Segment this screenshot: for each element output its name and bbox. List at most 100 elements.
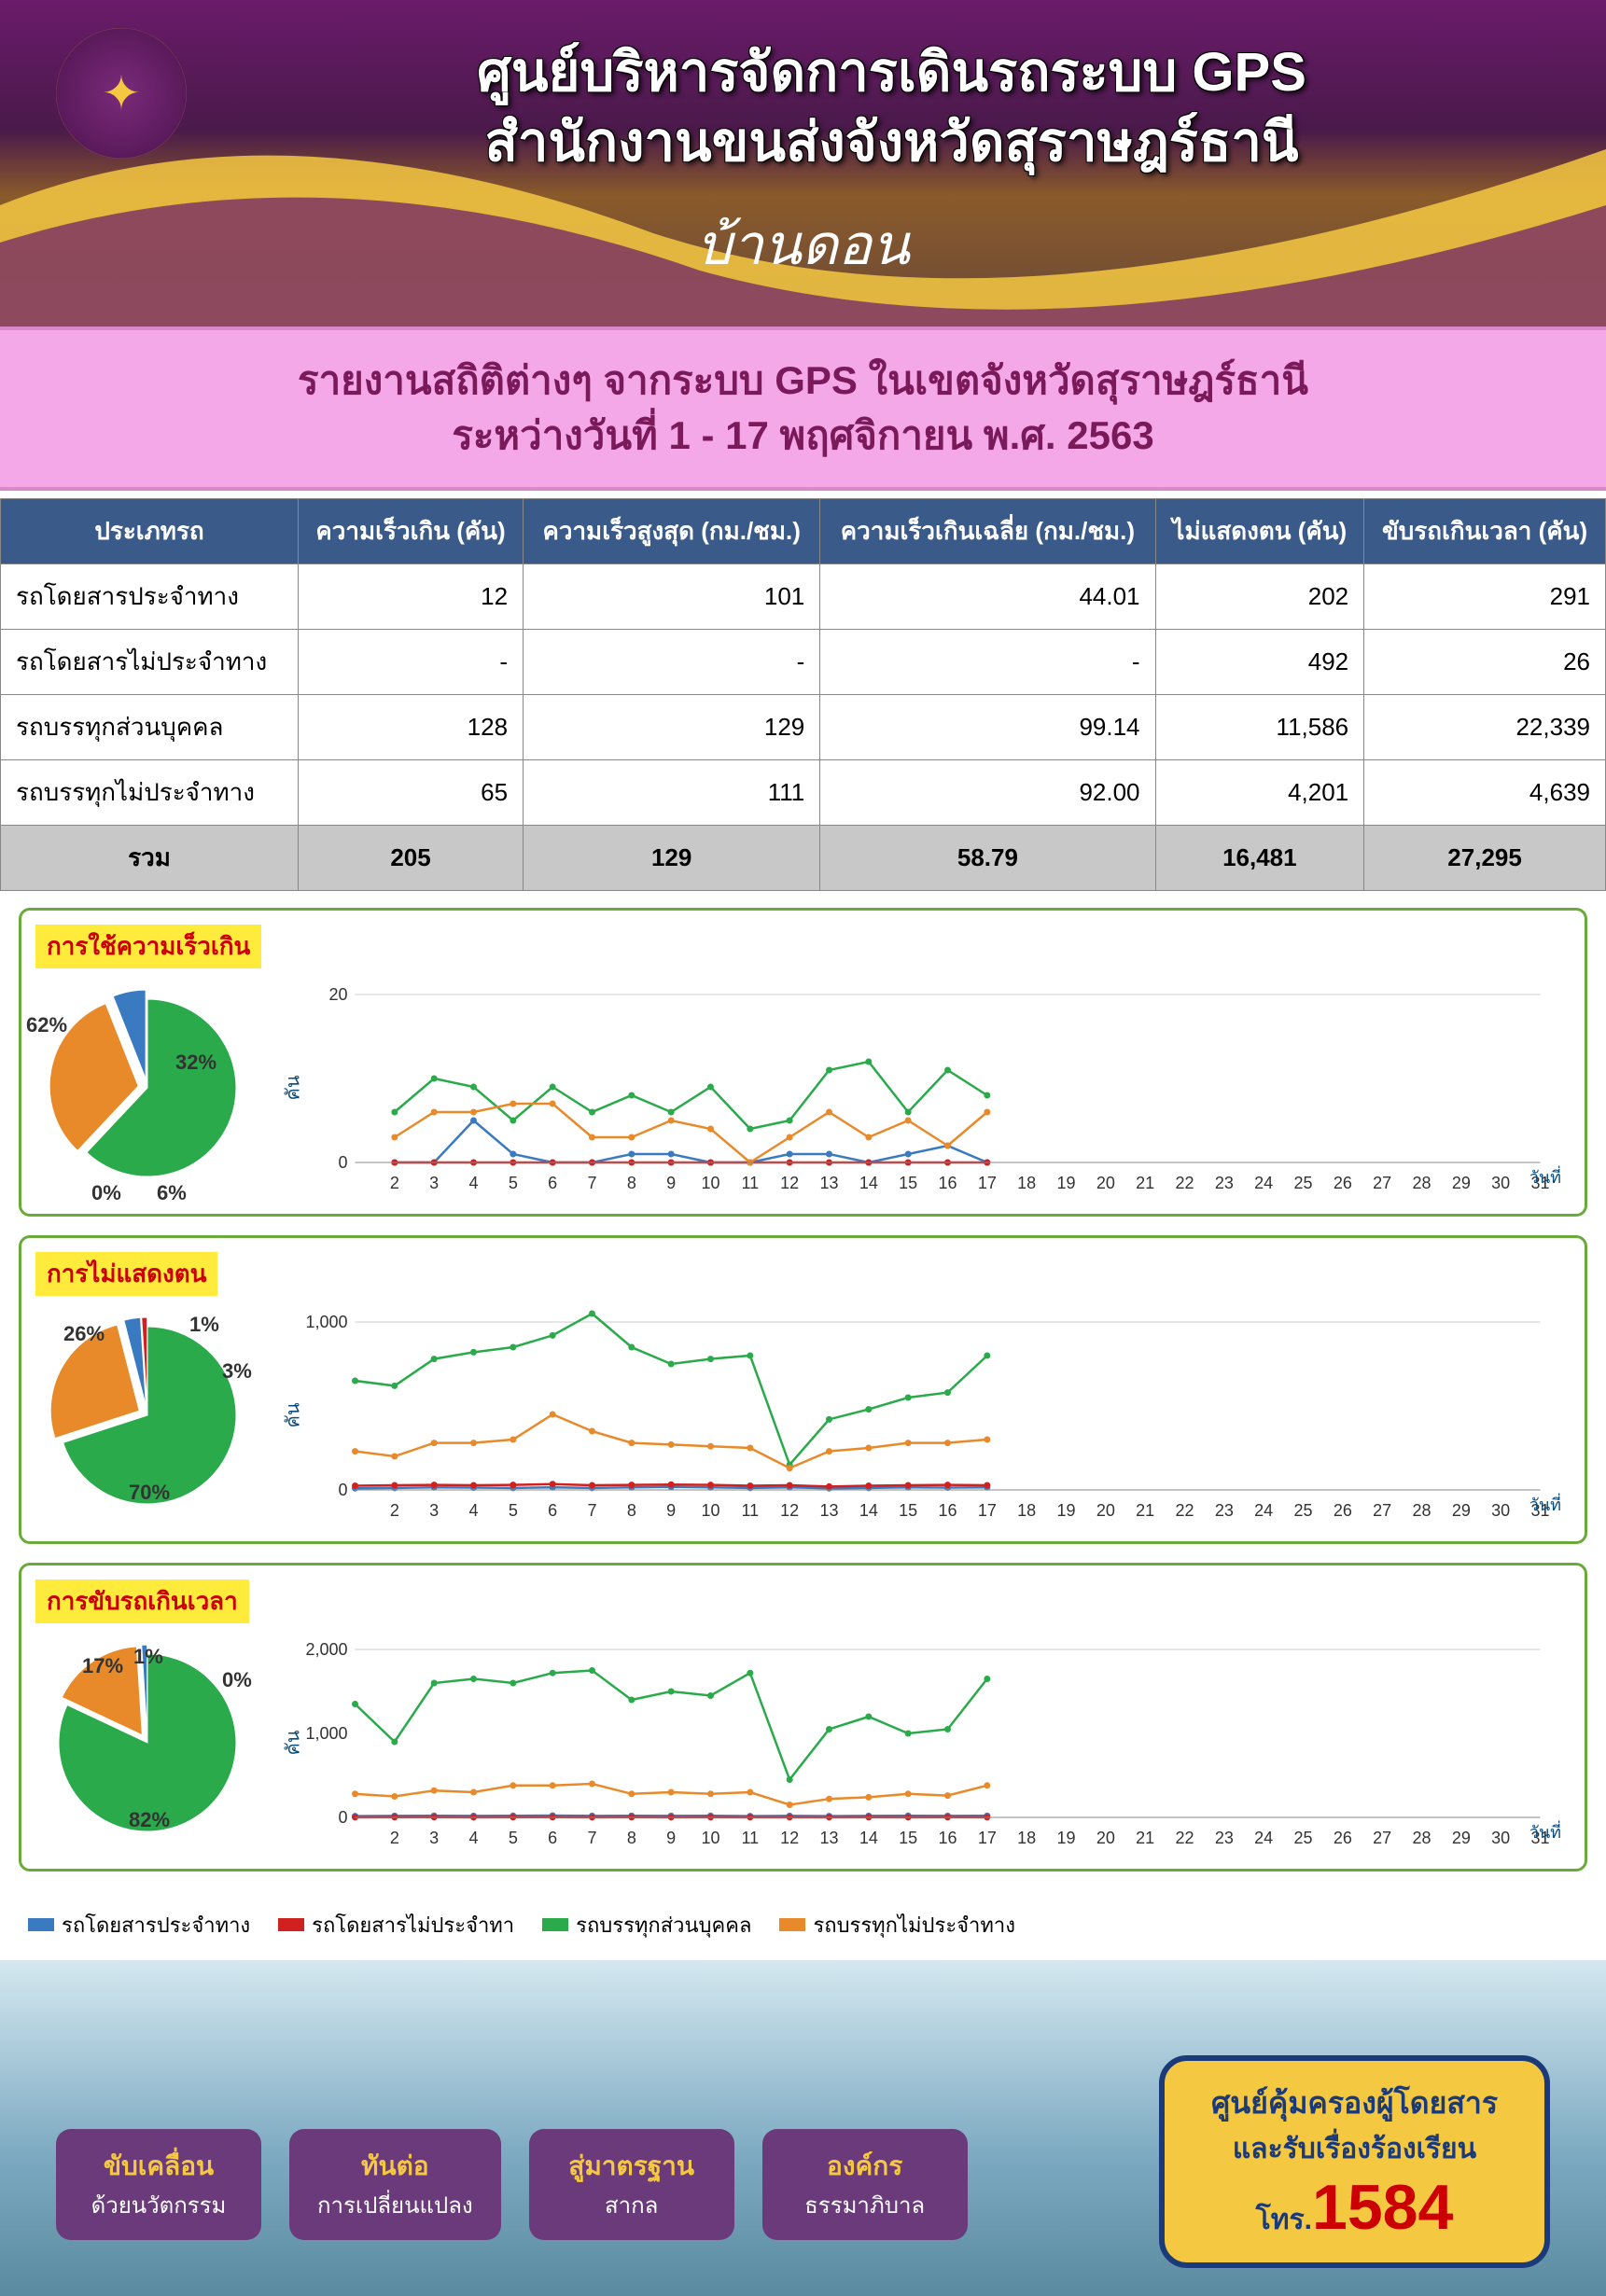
svg-text:13: 13 (819, 1501, 838, 1520)
svg-text:6: 6 (548, 1174, 557, 1192)
agency-logo-icon: ✦ (56, 28, 187, 159)
svg-text:20: 20 (328, 985, 347, 1004)
table-cell: 202 (1155, 564, 1364, 629)
svg-text:14: 14 (859, 1501, 878, 1520)
svg-text:25: 25 (1293, 1174, 1312, 1192)
stats-table: ประเภทรถความเร็วเกิน (คัน)ความเร็วสูงสุด… (0, 498, 1606, 891)
svg-text:21: 21 (1136, 1501, 1154, 1520)
pill-line1: สู่มาตรฐาน (557, 2146, 706, 2187)
table-cell: 65 (299, 759, 524, 825)
pill-line1: ทันต่อ (317, 2146, 473, 2187)
callout-line1: ศูนย์คุ้มครองผู้โดยสาร (1211, 2080, 1498, 2127)
table-cell: รถโดยสารประจำทาง (1, 564, 299, 629)
svg-text:6: 6 (548, 1501, 557, 1520)
svg-text:8: 8 (627, 1174, 636, 1192)
svg-text:7: 7 (587, 1829, 596, 1847)
pill-line1: ขับเคลื่อน (84, 2146, 233, 2187)
svg-text:0: 0 (338, 1808, 347, 1827)
pill-line1: องค์กร (790, 2146, 940, 2187)
svg-text:5: 5 (509, 1501, 518, 1520)
legend-item: รถโดยสารไม่ประจำทา (278, 1909, 514, 1941)
svg-text:24: 24 (1254, 1829, 1273, 1847)
svg-text:18: 18 (1017, 1829, 1036, 1847)
chart-panel: การไม่แสดงตน70%26%3%1%01,000234567891011… (19, 1235, 1587, 1544)
table-cell: 111 (524, 759, 820, 825)
svg-text:25: 25 (1293, 1829, 1312, 1847)
legend-swatch (278, 1918, 304, 1931)
svg-text:11: 11 (741, 1829, 759, 1847)
svg-text:2,000: 2,000 (305, 1640, 347, 1659)
svg-text:30: 30 (1491, 1501, 1510, 1520)
svg-text:26: 26 (1334, 1174, 1352, 1192)
pie-label: 1% (189, 1313, 219, 1337)
svg-text:18: 18 (1017, 1174, 1036, 1192)
y-axis-label: คัน (278, 1730, 308, 1755)
svg-text:10: 10 (701, 1501, 719, 1520)
callout-line3: โทร.1584 (1211, 2171, 1498, 2244)
svg-text:19: 19 (1056, 1501, 1075, 1520)
svg-text:10: 10 (701, 1829, 719, 1847)
svg-text:20: 20 (1096, 1829, 1115, 1847)
svg-text:10: 10 (701, 1174, 719, 1192)
table-cell: 92.00 (820, 759, 1155, 825)
line-chart: 01,0002345678910111213141516171819202122… (287, 1303, 1571, 1527)
svg-text:28: 28 (1412, 1501, 1431, 1520)
svg-text:23: 23 (1215, 1174, 1234, 1192)
line-chart: 01,0002,00023456789101112131415161718192… (287, 1631, 1571, 1855)
charts-container: การใช้ความเร็วเกิน62%32%6%0%020234567891… (0, 898, 1606, 1899)
svg-text:15: 15 (899, 1174, 917, 1192)
svg-text:2: 2 (390, 1501, 399, 1520)
svg-text:8: 8 (627, 1501, 636, 1520)
svg-text:28: 28 (1412, 1174, 1431, 1192)
svg-text:24: 24 (1254, 1174, 1273, 1192)
pill-line2: ด้วยนวัตกรรม (84, 2187, 233, 2223)
subtitle-bar: รายงานสถิติต่างๆ จากระบบ GPS ในเขตจังหวั… (0, 327, 1606, 491)
svg-text:23: 23 (1215, 1829, 1234, 1847)
table-row: รถโดยสารไม่ประจำทาง---49226 (1, 629, 1606, 694)
chart-legend: รถโดยสารประจำทางรถโดยสารไม่ประจำทารถบรรท… (0, 1899, 1606, 1960)
table-header-cell: ความเร็วเกินเฉลี่ย (กม./ชม.) (820, 498, 1155, 564)
table-row: รถบรรทุกไม่ประจำทาง6511192.004,2014,639 (1, 759, 1606, 825)
svg-text:27: 27 (1373, 1174, 1391, 1192)
svg-text:16: 16 (938, 1501, 957, 1520)
pie-chart: 70%26%3%1% (35, 1303, 259, 1527)
pie-label: 0% (91, 1181, 121, 1205)
table-cell: รถบรรทุกไม่ประจำทาง (1, 759, 299, 825)
header: ✦ ศูนย์บริหารจัดการเดินรถระบบ GPS สำนักง… (0, 0, 1606, 327)
pie-chart: 62%32%6%0% (35, 976, 259, 1200)
legend-label: รถบรรทุกไม่ประจำทาง (813, 1909, 1015, 1941)
table-cell: 16,481 (1155, 825, 1364, 890)
y-axis-label: คัน (278, 1402, 308, 1427)
svg-text:30: 30 (1491, 1829, 1510, 1847)
table-cell: 205 (299, 825, 524, 890)
table-cell: 99.14 (820, 694, 1155, 759)
table-header-cell: ความเร็วเกิน (คัน) (299, 498, 524, 564)
x-axis-label: วันที่ (1529, 1818, 1561, 1845)
svg-text:12: 12 (780, 1501, 799, 1520)
table-row: รถโดยสารประจำทาง1210144.01202291 (1, 564, 1606, 629)
header-title: ศูนย์บริหารจัดการเดินรถระบบ GPS สำนักงาน… (215, 37, 1569, 178)
header-script-text: บ้านดอน (696, 201, 910, 289)
table-total-row: รวม20512958.7916,48127,295 (1, 825, 1606, 890)
table-row: รถบรรทุกส่วนบุคคล12812999.1411,58622,339 (1, 694, 1606, 759)
svg-text:30: 30 (1491, 1174, 1510, 1192)
svg-text:9: 9 (666, 1501, 676, 1520)
svg-text:27: 27 (1373, 1829, 1391, 1847)
svg-text:29: 29 (1452, 1829, 1471, 1847)
legend-swatch (779, 1918, 805, 1931)
footer-callout: ศูนย์คุ้มครองผู้โดยสาร และรับเรื่องร้องเ… (1159, 2055, 1550, 2268)
svg-text:16: 16 (938, 1174, 957, 1192)
svg-text:1,000: 1,000 (305, 1313, 347, 1331)
table-cell: 129 (524, 825, 820, 890)
chart-panel: การใช้ความเร็วเกิน62%32%6%0%020234567891… (19, 908, 1587, 1217)
svg-text:4: 4 (468, 1829, 478, 1847)
footer-pills: ขับเคลื่อนด้วยนวัตกรรมทันต่อการเปลี่ยนแป… (56, 2129, 968, 2240)
svg-text:11: 11 (741, 1501, 759, 1520)
table-cell: 22,339 (1364, 694, 1606, 759)
svg-text:5: 5 (509, 1829, 518, 1847)
svg-text:26: 26 (1334, 1501, 1352, 1520)
svg-text:7: 7 (587, 1174, 596, 1192)
legend-item: รถบรรทุกไม่ประจำทาง (779, 1909, 1015, 1941)
table-cell: 44.01 (820, 564, 1155, 629)
table-cell: 4,639 (1364, 759, 1606, 825)
